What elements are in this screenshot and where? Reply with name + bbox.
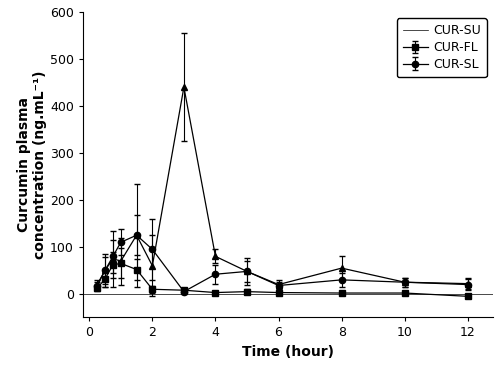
Legend: CUR-SU, CUR-FL, CUR-SL: CUR-SU, CUR-FL, CUR-SL [396, 18, 487, 77]
Y-axis label: Curcumin plasma
concentration (ng.mL⁻¹): Curcumin plasma concentration (ng.mL⁻¹) [17, 71, 47, 259]
X-axis label: Time (hour): Time (hour) [242, 345, 334, 359]
